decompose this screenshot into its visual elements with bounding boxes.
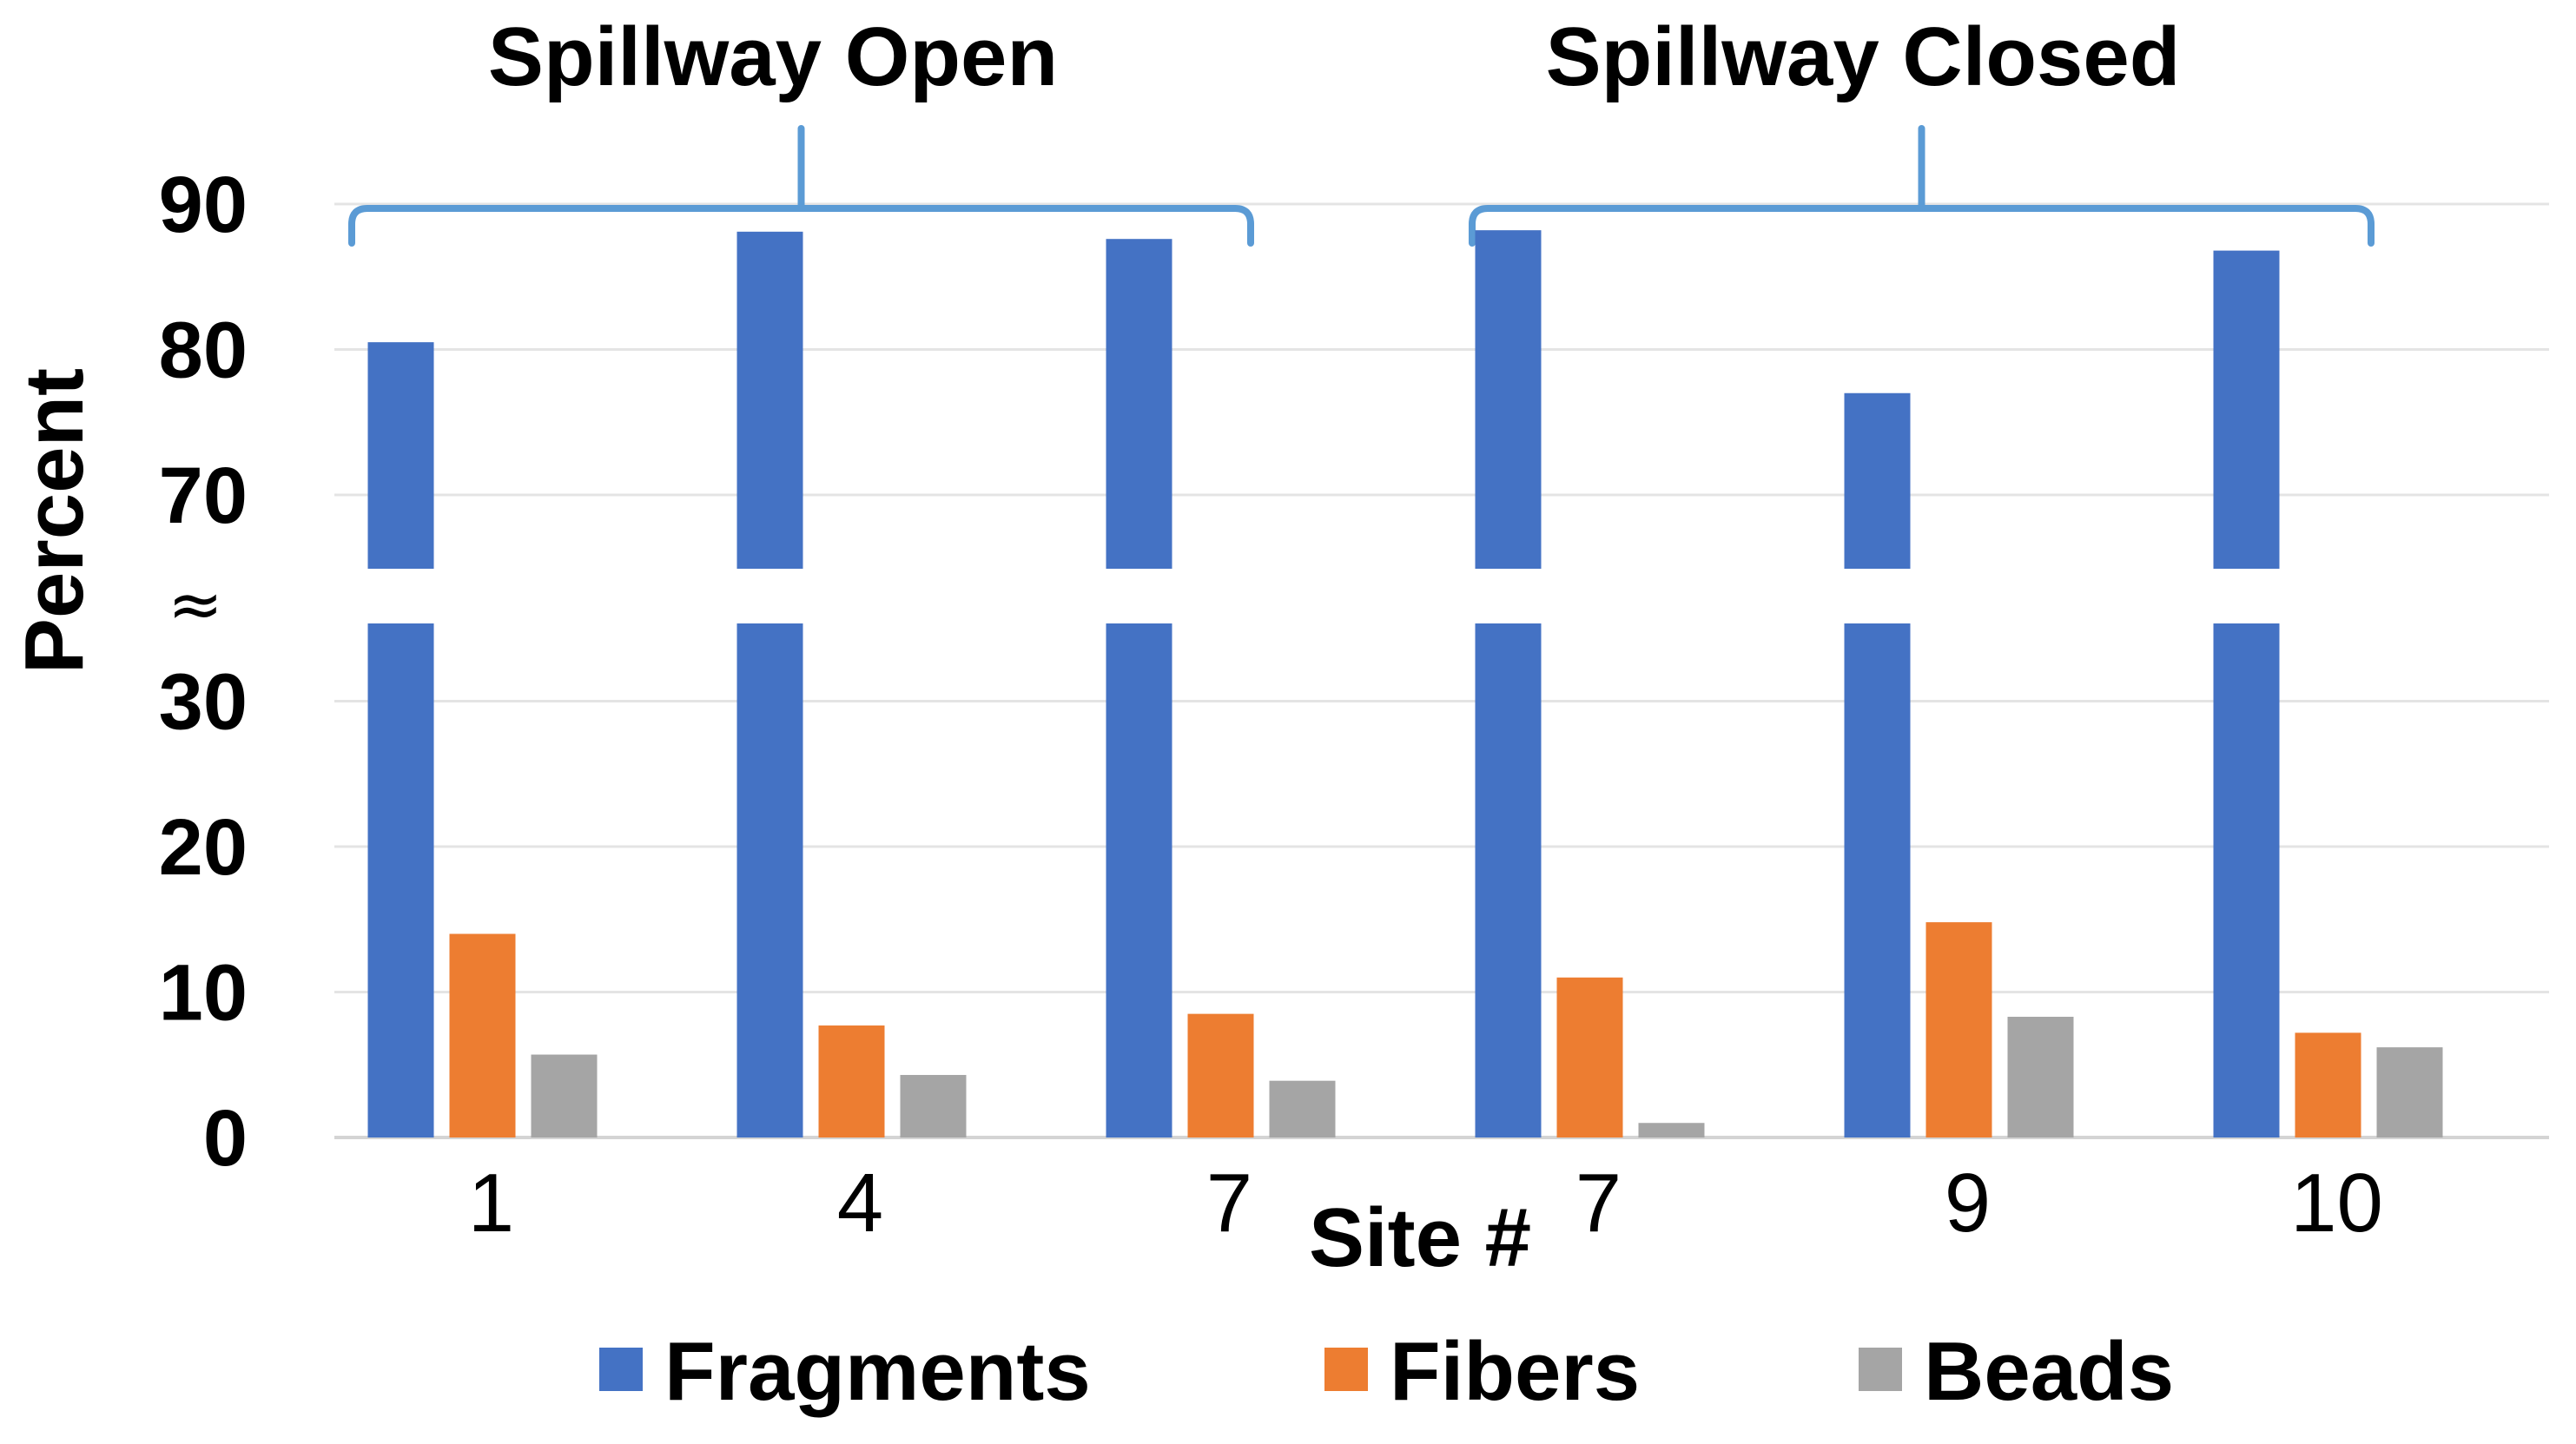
x-tick-label: 7 <box>1575 1157 1622 1249</box>
group-brace <box>1469 125 2375 247</box>
bar-fragments-upper <box>736 231 803 569</box>
bar-fragments-lower <box>2213 623 2280 1137</box>
bar-beads <box>1638 1123 1705 1137</box>
x-tick-label: 1 <box>468 1157 514 1249</box>
bar-fragments-lower <box>736 623 803 1137</box>
x-axis-title: Site # <box>1309 1191 1531 1284</box>
y-axis-title: Percent <box>8 368 101 674</box>
axis-break-symbol: ≈ <box>168 565 223 643</box>
bar-fibers <box>1187 1013 1254 1137</box>
bars <box>367 230 2443 1137</box>
bar-beads <box>2376 1047 2443 1137</box>
bar-fibers <box>818 1025 885 1137</box>
legend-label-fibers: Fibers <box>1390 1325 1640 1418</box>
group-braces <box>348 125 2375 247</box>
bar-fragments-lower <box>367 623 434 1137</box>
gridlines <box>334 202 2549 1139</box>
bar-beads <box>900 1074 967 1137</box>
bar-beads <box>1269 1080 1336 1137</box>
y-tick-label: 20 <box>159 803 248 892</box>
bar-fragments-upper <box>1844 392 1911 569</box>
bar-beads <box>2007 1016 2074 1137</box>
legend: Fragments Fibers Beads <box>599 1325 2174 1418</box>
legend-swatch-fibers <box>1324 1348 1368 1391</box>
bar-fragments-upper <box>1106 239 1172 569</box>
bar-fragments-upper <box>367 342 434 569</box>
bar-fragments-lower <box>1475 623 1542 1137</box>
bar-fragments-upper <box>1475 230 1542 569</box>
group-label: Spillway Closed <box>1546 10 2181 103</box>
bar-fibers <box>449 933 516 1137</box>
y-tick-label: 10 <box>159 949 248 1038</box>
bar-fibers <box>2295 1032 2361 1137</box>
x-tick-label: 9 <box>1945 1157 1991 1249</box>
bar-fibers <box>1925 922 1992 1137</box>
legend-swatch-beads <box>1859 1348 1902 1391</box>
legend-label-fragments: Fragments <box>664 1325 1091 1418</box>
y-tick-label: 80 <box>159 307 248 395</box>
legend-label-beads: Beads <box>1924 1325 2174 1418</box>
y-tick-label: 30 <box>159 658 248 747</box>
group-brace <box>348 125 1254 247</box>
y-tick-label: 70 <box>159 452 248 540</box>
bar-fibers <box>1556 977 1623 1137</box>
legend-swatch-fragments <box>599 1348 643 1391</box>
x-tick-label: 10 <box>2290 1157 2383 1249</box>
bar-beads <box>531 1054 598 1137</box>
x-tick-label: 4 <box>837 1157 883 1249</box>
bar-fragments-lower <box>1106 623 1172 1137</box>
y-tick-label: 90 <box>159 161 248 249</box>
bar-fragments-lower <box>1844 623 1911 1137</box>
y-tick-label: 0 <box>203 1094 248 1183</box>
x-tick-label: 7 <box>1206 1157 1252 1249</box>
bar-fragments-upper <box>2213 250 2280 569</box>
group-label: Spillway Open <box>488 10 1058 103</box>
labels: 0 10 20 30 70 80 90 ≈ Percent 1 4 7 7 9 10 Site # Spillw… <box>8 10 2383 1284</box>
